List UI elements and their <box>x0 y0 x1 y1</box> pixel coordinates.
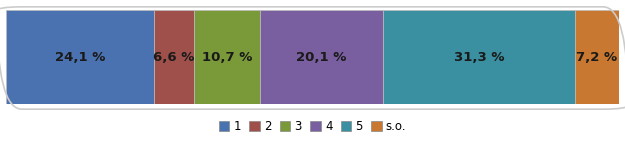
Bar <box>154 10 194 104</box>
Text: 6,6 %: 6,6 % <box>153 51 195 64</box>
Legend: 1, 2, 3, 4, 5, s.o.: 1, 2, 3, 4, 5, s.o. <box>214 116 411 138</box>
Text: 20,1 %: 20,1 % <box>296 51 347 64</box>
Bar <box>383 10 574 104</box>
Text: 24,1 %: 24,1 % <box>55 51 105 64</box>
Text: 10,7 %: 10,7 % <box>202 51 252 64</box>
Bar <box>194 10 260 104</box>
Bar <box>260 10 383 104</box>
Bar <box>574 10 619 104</box>
Bar <box>6 10 154 104</box>
Text: 7,2 %: 7,2 % <box>576 51 618 64</box>
Text: 31,3 %: 31,3 % <box>454 51 504 64</box>
